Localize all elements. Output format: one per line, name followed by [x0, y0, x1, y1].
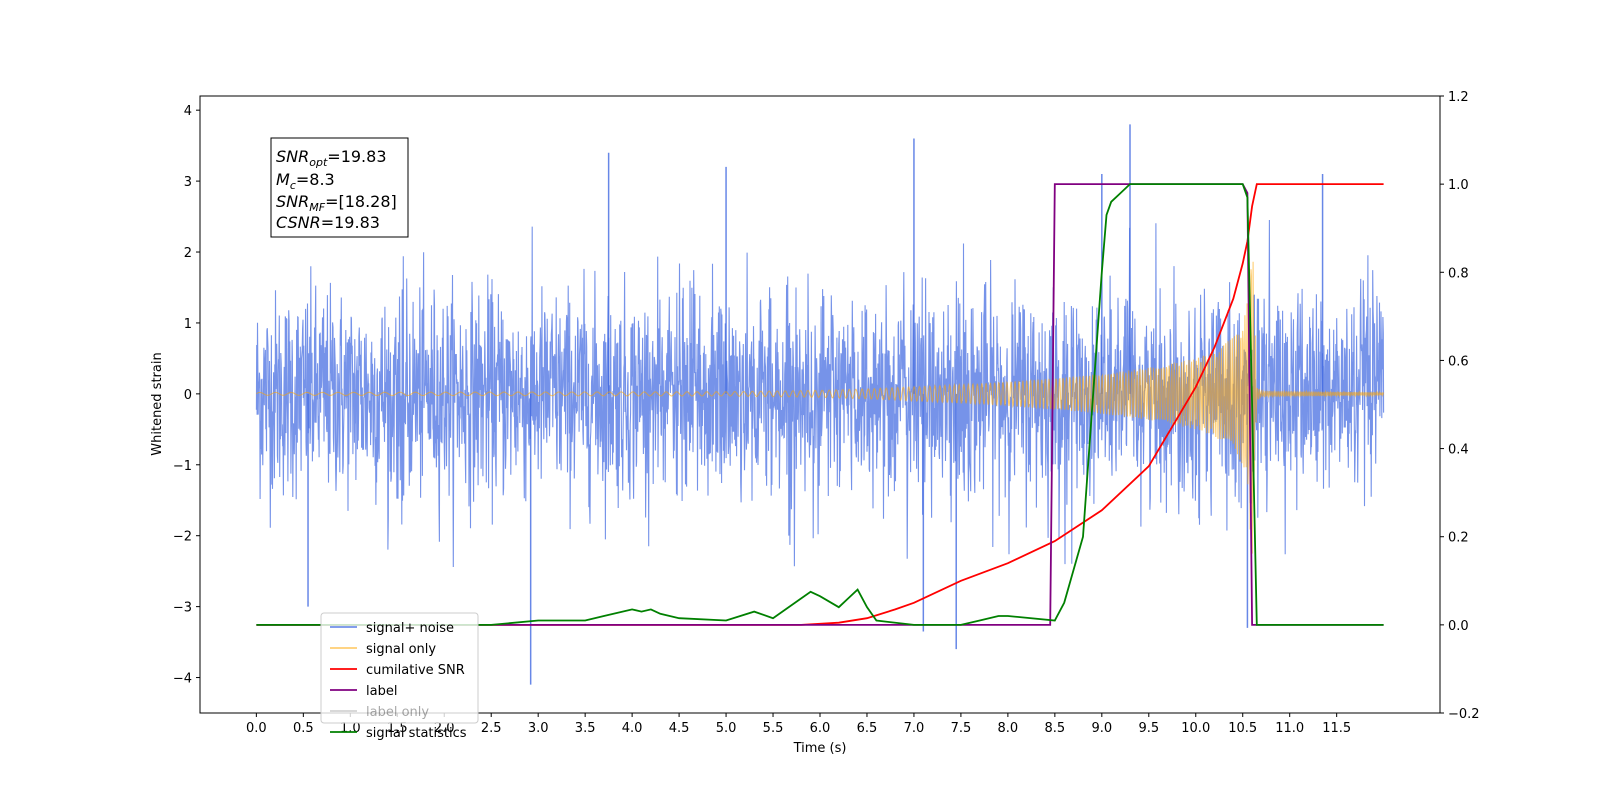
x-tick-label: 7.5: [951, 721, 972, 736]
x-tick-label: 2.0: [434, 721, 455, 736]
y-left-tick-label: 4: [184, 104, 192, 119]
x-tick-label: 11.0: [1275, 721, 1304, 736]
y-left-tick-label: 2: [184, 246, 192, 261]
x-tick-label: 8.5: [1045, 721, 1066, 736]
y-axis-label: Whitened strain: [150, 352, 165, 455]
y-axis-right-ticks: 1.2 1.0 0.8 0.6 0.4 0.2 0.0 −0.2: [1440, 90, 1480, 722]
legend-frame: [320, 612, 479, 724]
y-right-tick-label: 0.8: [1448, 266, 1469, 281]
annotation-csnr: CSNR=19.83: [276, 213, 380, 232]
legend-label: label only: [366, 705, 429, 720]
x-tick-label: 11.5: [1322, 721, 1351, 736]
y-right-tick-label: −0.2: [1448, 707, 1480, 722]
x-tick-label: 1.5: [387, 721, 408, 736]
x-tick-label: 9.0: [1091, 721, 1112, 736]
y-left-tick-label: 3: [184, 175, 192, 190]
x-tick-label: 7.0: [904, 721, 925, 736]
y-left-tick-label: 0: [184, 388, 192, 403]
y-right-tick-label: 0.6: [1448, 354, 1469, 369]
legend-label: cumilative SNR: [366, 663, 465, 678]
x-axis-label: Time (s): [793, 741, 847, 756]
annotation-frame: [270, 137, 409, 238]
series-signal-noise-line: [255, 219, 1385, 568]
x-tick-label: 0.5: [293, 721, 314, 736]
legend-label: signal+ noise: [366, 621, 454, 636]
y-left-tick-label: 1: [184, 317, 192, 332]
x-tick-label: 3.0: [528, 721, 549, 736]
x-tick-label: 6.5: [857, 721, 878, 736]
x-tick-label: 0.0: [246, 721, 267, 736]
annotation-box: SNRopt=19.83 Mc=8.3 SNRMF=[18.28] CSNR=1…: [270, 137, 409, 238]
x-tick-label: 4.0: [622, 721, 643, 736]
x-tick-label: 5.5: [763, 721, 784, 736]
x-tick-label: 10.0: [1181, 721, 1210, 736]
y-right-tick-label: 0.0: [1448, 619, 1469, 634]
y-right-tick-label: 0.4: [1448, 443, 1469, 458]
y-axis-left-ticks: 4 3 2 1 0 −1 −2 −3 −4: [173, 104, 200, 687]
y-left-tick-label: −3: [173, 601, 192, 616]
x-tick-label: 5.0: [716, 721, 737, 736]
legend-label: signal only: [366, 642, 436, 657]
annotation-mc: Mc=8.3: [276, 170, 335, 192]
series-signal-statistics-line: [256, 183, 1384, 626]
legend: signal+ noise signal only cumilative SNR la…: [320, 612, 479, 741]
y-right-tick-label: 0.2: [1448, 531, 1469, 546]
y-right-tick-label: 1.2: [1448, 90, 1469, 105]
x-tick-label: 6.0: [810, 721, 831, 736]
series-signal-only-line: [256, 261, 1385, 554]
legend-label: label: [366, 684, 397, 699]
x-tick-label: 2.5: [481, 721, 502, 736]
y-left-tick-label: −2: [173, 530, 192, 545]
x-tick-label: 9.5: [1138, 721, 1159, 736]
y-left-tick-label: −4: [173, 672, 192, 687]
y-right-tick-label: 1.0: [1448, 178, 1469, 193]
annotation-snr-mf: SNRMF=[18.28]: [276, 192, 397, 214]
x-tick-label: 4.5: [669, 721, 690, 736]
x-tick-label: 10.5: [1228, 721, 1257, 736]
x-tick-label: 3.5: [575, 721, 596, 736]
y-left-tick-label: −1: [173, 459, 192, 474]
series-layer: [255, 124, 1385, 685]
annotation-snr-opt: SNRopt=19.83: [276, 147, 387, 169]
x-tick-label: 8.0: [998, 721, 1019, 736]
legend-label: signal statistics: [366, 726, 467, 741]
